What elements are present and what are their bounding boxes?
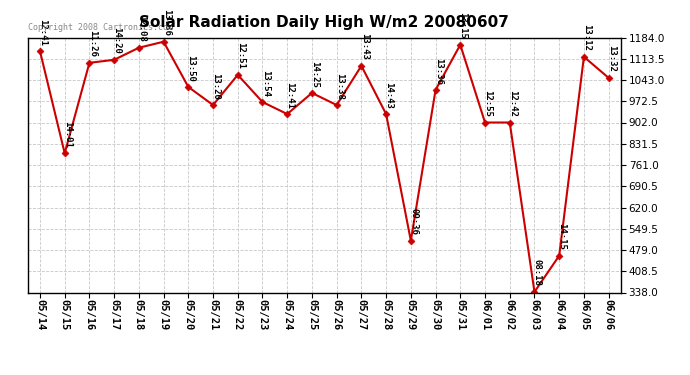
Text: 12:42: 12:42	[508, 90, 517, 117]
Text: 12:41: 12:41	[38, 19, 47, 45]
Text: 12:55: 12:55	[483, 90, 492, 117]
Text: 14:25: 14:25	[310, 60, 319, 87]
Text: 13:36: 13:36	[162, 9, 171, 36]
Text: 12:51: 12:51	[236, 42, 245, 69]
Text: 13:12: 13:12	[582, 24, 591, 51]
Text: 14:20: 14:20	[112, 27, 121, 54]
Text: 12:41: 12:41	[286, 82, 295, 108]
Text: 13:38: 13:38	[335, 73, 344, 99]
Text: 13:32: 13:32	[607, 45, 616, 72]
Text: Copyright 2008 Cartronics.com: Copyright 2008 Cartronics.com	[28, 23, 172, 32]
Text: 11:26: 11:26	[88, 30, 97, 57]
Text: 13:15: 13:15	[459, 12, 468, 39]
Text: 14:43: 14:43	[384, 82, 393, 108]
Text: 13:50: 13:50	[186, 54, 195, 81]
Text: 13:43: 13:43	[359, 33, 368, 60]
Text: Solar Radiation Daily High W/m2 20080607: Solar Radiation Daily High W/m2 20080607	[139, 15, 509, 30]
Text: 12:08: 12:08	[137, 15, 146, 42]
Text: 09:36: 09:36	[409, 208, 418, 235]
Text: 13:36: 13:36	[434, 57, 443, 84]
Text: 13:54: 13:54	[261, 70, 270, 96]
Text: 14:01: 14:01	[63, 121, 72, 148]
Text: 08:18: 08:18	[533, 260, 542, 286]
Text: 14:15: 14:15	[558, 223, 566, 250]
Text: 13:20: 13:20	[211, 73, 220, 99]
